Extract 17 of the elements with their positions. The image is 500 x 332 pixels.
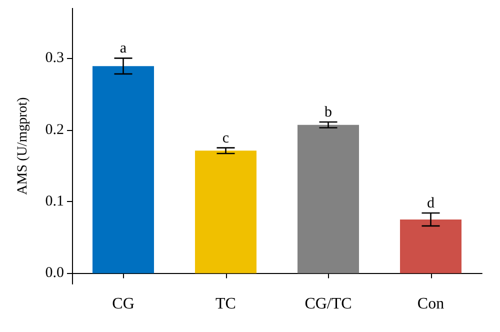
annotation: c (222, 130, 230, 146)
annotation: b (324, 104, 332, 120)
annotation: a (120, 40, 127, 57)
bar (195, 150, 256, 274)
x-tick-label: CG (112, 296, 135, 312)
x-tick-label: TC (216, 296, 236, 312)
bar (298, 124, 359, 274)
annotation: d (427, 196, 435, 212)
y-axis-title: AMS (U/mgprot) (16, 96, 30, 195)
y-tick-label: 0.0 (45, 265, 64, 282)
y-tick-label: 0.2 (45, 122, 64, 138)
bar (400, 219, 462, 274)
x-tick-label: CG/TC (304, 296, 352, 312)
y-tick-label: 0.1 (45, 194, 64, 210)
x-tick-label: Con (417, 296, 444, 312)
bar (92, 66, 154, 274)
y-tick-label: 0.3 (45, 50, 64, 66)
